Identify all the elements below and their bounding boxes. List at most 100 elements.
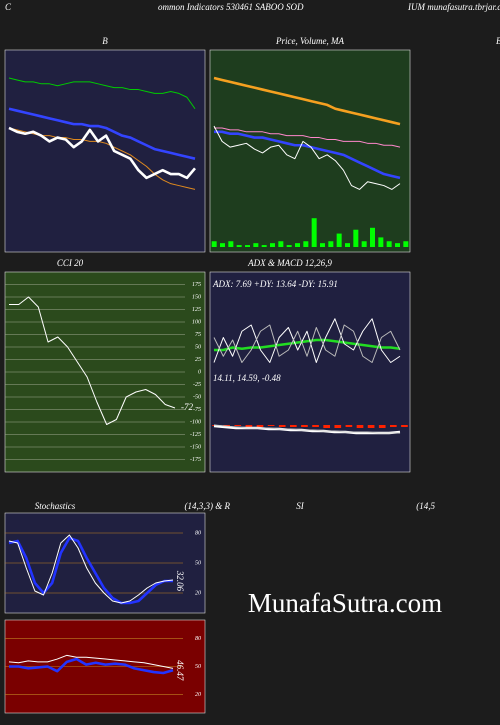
bar: [278, 425, 286, 427]
series-line: [8, 534, 174, 604]
bar: [234, 425, 242, 426]
bar: [378, 237, 384, 247]
series-line: [9, 296, 176, 425]
bar: [278, 241, 284, 247]
bar: [367, 425, 375, 428]
bar: [353, 229, 359, 247]
y-tick-label: 75: [195, 332, 201, 338]
panel-title: B: [102, 36, 108, 46]
series-line: [214, 127, 401, 148]
bar: [286, 245, 292, 247]
panel-title: CCI 20: [57, 258, 84, 268]
bar: [386, 241, 392, 247]
series-line: [8, 77, 196, 110]
bar: [211, 241, 217, 247]
y-tick-label: 20: [195, 590, 201, 596]
panel-title: 14.11, 14.59, -0.48: [213, 373, 281, 383]
bar: [270, 243, 275, 247]
panel-title: ADX & MACD 12,26,9: [247, 258, 332, 268]
bar: [301, 425, 308, 427]
y-tick-label: -150: [190, 444, 201, 450]
y-tick-label: 50: [195, 664, 201, 670]
series-line: [8, 126, 196, 180]
bar: [328, 241, 334, 247]
series-line: [214, 130, 401, 180]
bar: [378, 425, 386, 428]
y-tick-label: -25: [193, 382, 201, 388]
y-tick-label: 150: [192, 294, 201, 300]
panel: [209, 271, 411, 473]
y-tick-label: -50: [193, 394, 201, 400]
y-tick-label: 50: [195, 560, 201, 566]
y-tick-label: -175: [190, 457, 201, 463]
bar: [256, 425, 264, 427]
y-tick-label: 175: [192, 282, 201, 288]
y-tick-label: -125: [190, 432, 201, 438]
bar: [336, 233, 342, 247]
y-tick-label: 125: [192, 307, 201, 313]
panel-subtitle: (14,3,3) & R: [185, 501, 231, 511]
series-line: [9, 657, 174, 675]
bar: [295, 243, 300, 247]
bar: [403, 241, 409, 247]
bar: [390, 425, 397, 427]
y-tick-label: -100: [190, 419, 201, 425]
series-line: [8, 536, 173, 605]
panel-title: Stochastics: [35, 501, 76, 511]
series-line: [213, 76, 401, 126]
bar: [370, 227, 375, 247]
bar: [345, 243, 350, 247]
header-right: IUM munafasutra.tbrjar.com: [407, 2, 500, 12]
bar: [303, 241, 309, 247]
series-line: [213, 318, 401, 363]
watermark: MunafaSutra.com: [248, 588, 442, 618]
bar: [245, 245, 250, 247]
y-tick-label: 25: [195, 357, 201, 363]
value-label: -72: [181, 402, 193, 412]
panel-subtitle: ADX: 7.69 +DY: 13.64 -DY: 15.91: [212, 279, 338, 289]
bar: [345, 425, 353, 427]
y-tick-label: 80: [195, 636, 201, 642]
header-left: C: [5, 2, 12, 12]
bar: [267, 425, 275, 426]
value-label: 32.06: [175, 570, 185, 592]
y-tick-label: -75: [193, 407, 201, 413]
panel: [4, 49, 206, 253]
bar: [228, 241, 234, 247]
bar: [236, 245, 242, 247]
series-line: [213, 324, 401, 363]
bar: [253, 243, 259, 247]
series-line: [8, 107, 196, 160]
bar: [323, 425, 330, 428]
series-line: [213, 424, 400, 434]
bar: [311, 218, 317, 247]
header-middle: ommon Indicators 530461 SABOO SOD: [158, 2, 304, 12]
bar: [245, 425, 253, 427]
y-tick-label: 100: [192, 319, 201, 325]
y-tick-label: 80: [195, 530, 201, 536]
value-label: 46.47: [175, 660, 185, 681]
bar: [361, 241, 367, 247]
header-edge: B: [496, 36, 500, 46]
bar: [334, 425, 342, 428]
bar: [290, 425, 297, 427]
bar: [312, 425, 319, 427]
series-line: [213, 125, 401, 190]
bar: [320, 243, 325, 247]
y-tick-label: 50: [195, 344, 201, 350]
bar: [261, 245, 267, 247]
bar: [401, 425, 408, 427]
panel-subtitle: (14,5: [416, 501, 435, 511]
bar: [356, 425, 364, 428]
panel-title: Price, Volume, MA: [275, 36, 344, 46]
bar: [223, 425, 230, 426]
series-line: [8, 654, 174, 669]
panel: [209, 49, 411, 253]
y-tick-label: 20: [195, 692, 201, 698]
bar: [220, 243, 225, 247]
series-line: [214, 338, 401, 352]
panel-title: SI: [296, 501, 305, 511]
bar: [395, 243, 400, 247]
y-tick-label: 0: [198, 369, 201, 375]
